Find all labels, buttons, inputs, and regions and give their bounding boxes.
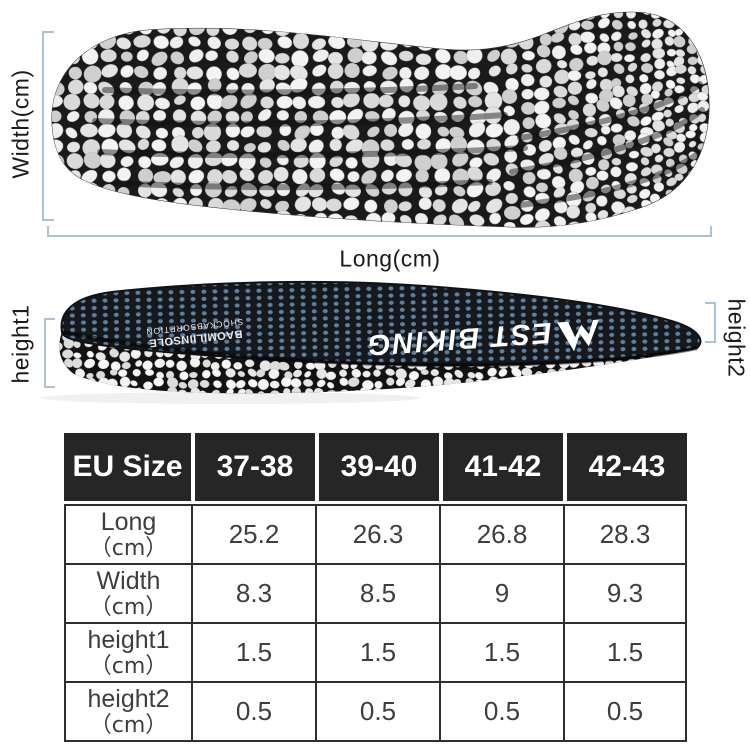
mountain-w-logo: [557, 319, 599, 352]
top-face: [60, 280, 702, 367]
header-size-1: 37-38: [191, 433, 315, 504]
table-cell: 1.5: [439, 622, 563, 681]
table-cell: 0.5: [315, 681, 439, 742]
header-size-3: 41-42: [439, 433, 563, 504]
long-dimension-bracket: [47, 226, 712, 237]
table-row-long: Long （cm） 25.2 26.3 26.8 28.3: [64, 504, 687, 563]
table-cell: 9.3: [563, 563, 687, 622]
size-table: EU Size 37-38 39-40 41-42 42-43 Long （cm…: [64, 433, 687, 742]
table-cell: 1.5: [191, 622, 315, 681]
soft-shadow: [40, 392, 420, 404]
row-label-height1: height1 （cm）: [64, 622, 191, 681]
table-row-width: Width （cm） 8.3 8.5 9 9.3: [64, 563, 687, 622]
table-cell: 25.2: [191, 504, 315, 563]
table-cell: 1.5: [315, 622, 439, 681]
table-cell: 0.5: [563, 681, 687, 742]
table-header-row: EU Size 37-38 39-40 41-42 42-43: [64, 433, 687, 504]
row-label-width: Width （cm）: [64, 563, 191, 622]
header-size-4: 42-43: [563, 433, 687, 504]
height1-label: height1: [7, 304, 34, 384]
table-cell: 0.5: [191, 681, 315, 742]
width-label: Width(cm): [7, 69, 34, 179]
header-size-2: 39-40: [315, 433, 439, 504]
table-cell: 1.5: [563, 622, 687, 681]
table-cell: 0.5: [439, 681, 563, 742]
table-cell: 8.5: [315, 563, 439, 622]
table-cell: 26.3: [315, 504, 439, 563]
header-eu-size: EU Size: [64, 433, 191, 504]
row-label-height2: height2 （cm）: [64, 681, 191, 742]
insole-side-view: EST BIKING BAOMILIINSOLE SHOCKABSORPTION: [40, 280, 702, 404]
flex-grooves: [92, 81, 705, 208]
table-row-height1: height1 （cm） 1.5 1.5 1.5 1.5: [64, 622, 687, 681]
insole-bottom-view: [51, 11, 710, 228]
height1-dimension-bracket: [44, 318, 55, 388]
width-dimension-bracket: [42, 31, 54, 221]
long-label: Long(cm): [339, 245, 441, 272]
table-cell: 28.3: [563, 504, 687, 563]
table-cell: 26.8: [439, 504, 563, 563]
table-row-height2: height2 （cm） 0.5 0.5 0.5 0.5: [64, 681, 687, 742]
height2-dimension-bracket: [705, 302, 716, 343]
edge-seam: [61, 330, 698, 368]
side-edge: [59, 332, 698, 394]
row-label-long: Long （cm）: [64, 504, 191, 563]
table-cell: 8.3: [191, 563, 315, 622]
height2-label: height2: [723, 298, 750, 378]
table-cell: 9: [439, 563, 563, 622]
